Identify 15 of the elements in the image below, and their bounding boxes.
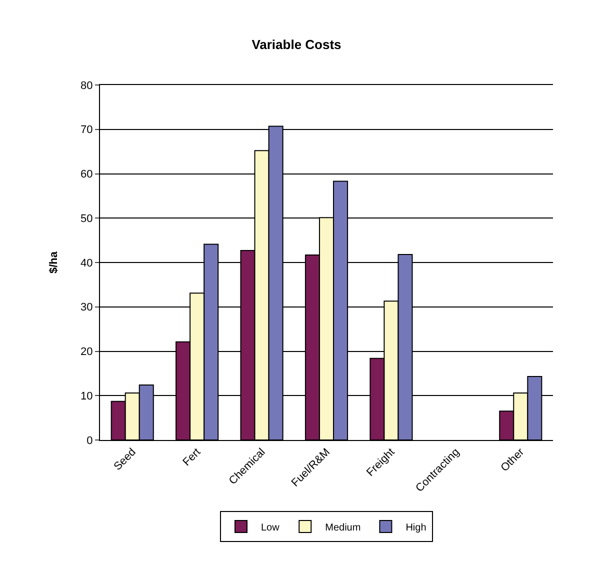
y-tick-label: 70 bbox=[80, 124, 93, 136]
legend-label: High bbox=[406, 522, 426, 534]
y-tick-label: 50 bbox=[80, 212, 93, 225]
y-tick-label: 0 bbox=[86, 434, 93, 447]
y-tick-label: 10 bbox=[80, 390, 93, 402]
y-tick-label: 60 bbox=[80, 168, 93, 181]
y-tick-label: 40 bbox=[80, 257, 93, 270]
legend-label: Low bbox=[261, 522, 280, 534]
y-tick-label: 80 bbox=[80, 80, 93, 92]
chart-title: Variable Costs bbox=[252, 37, 342, 52]
x-tick-label: Fert bbox=[180, 446, 204, 469]
y-axis-title: $/ha bbox=[48, 250, 60, 274]
y-tick-label: 30 bbox=[80, 302, 93, 314]
legend-label: Medium bbox=[325, 522, 361, 534]
y-tick-label: 20 bbox=[80, 346, 93, 358]
